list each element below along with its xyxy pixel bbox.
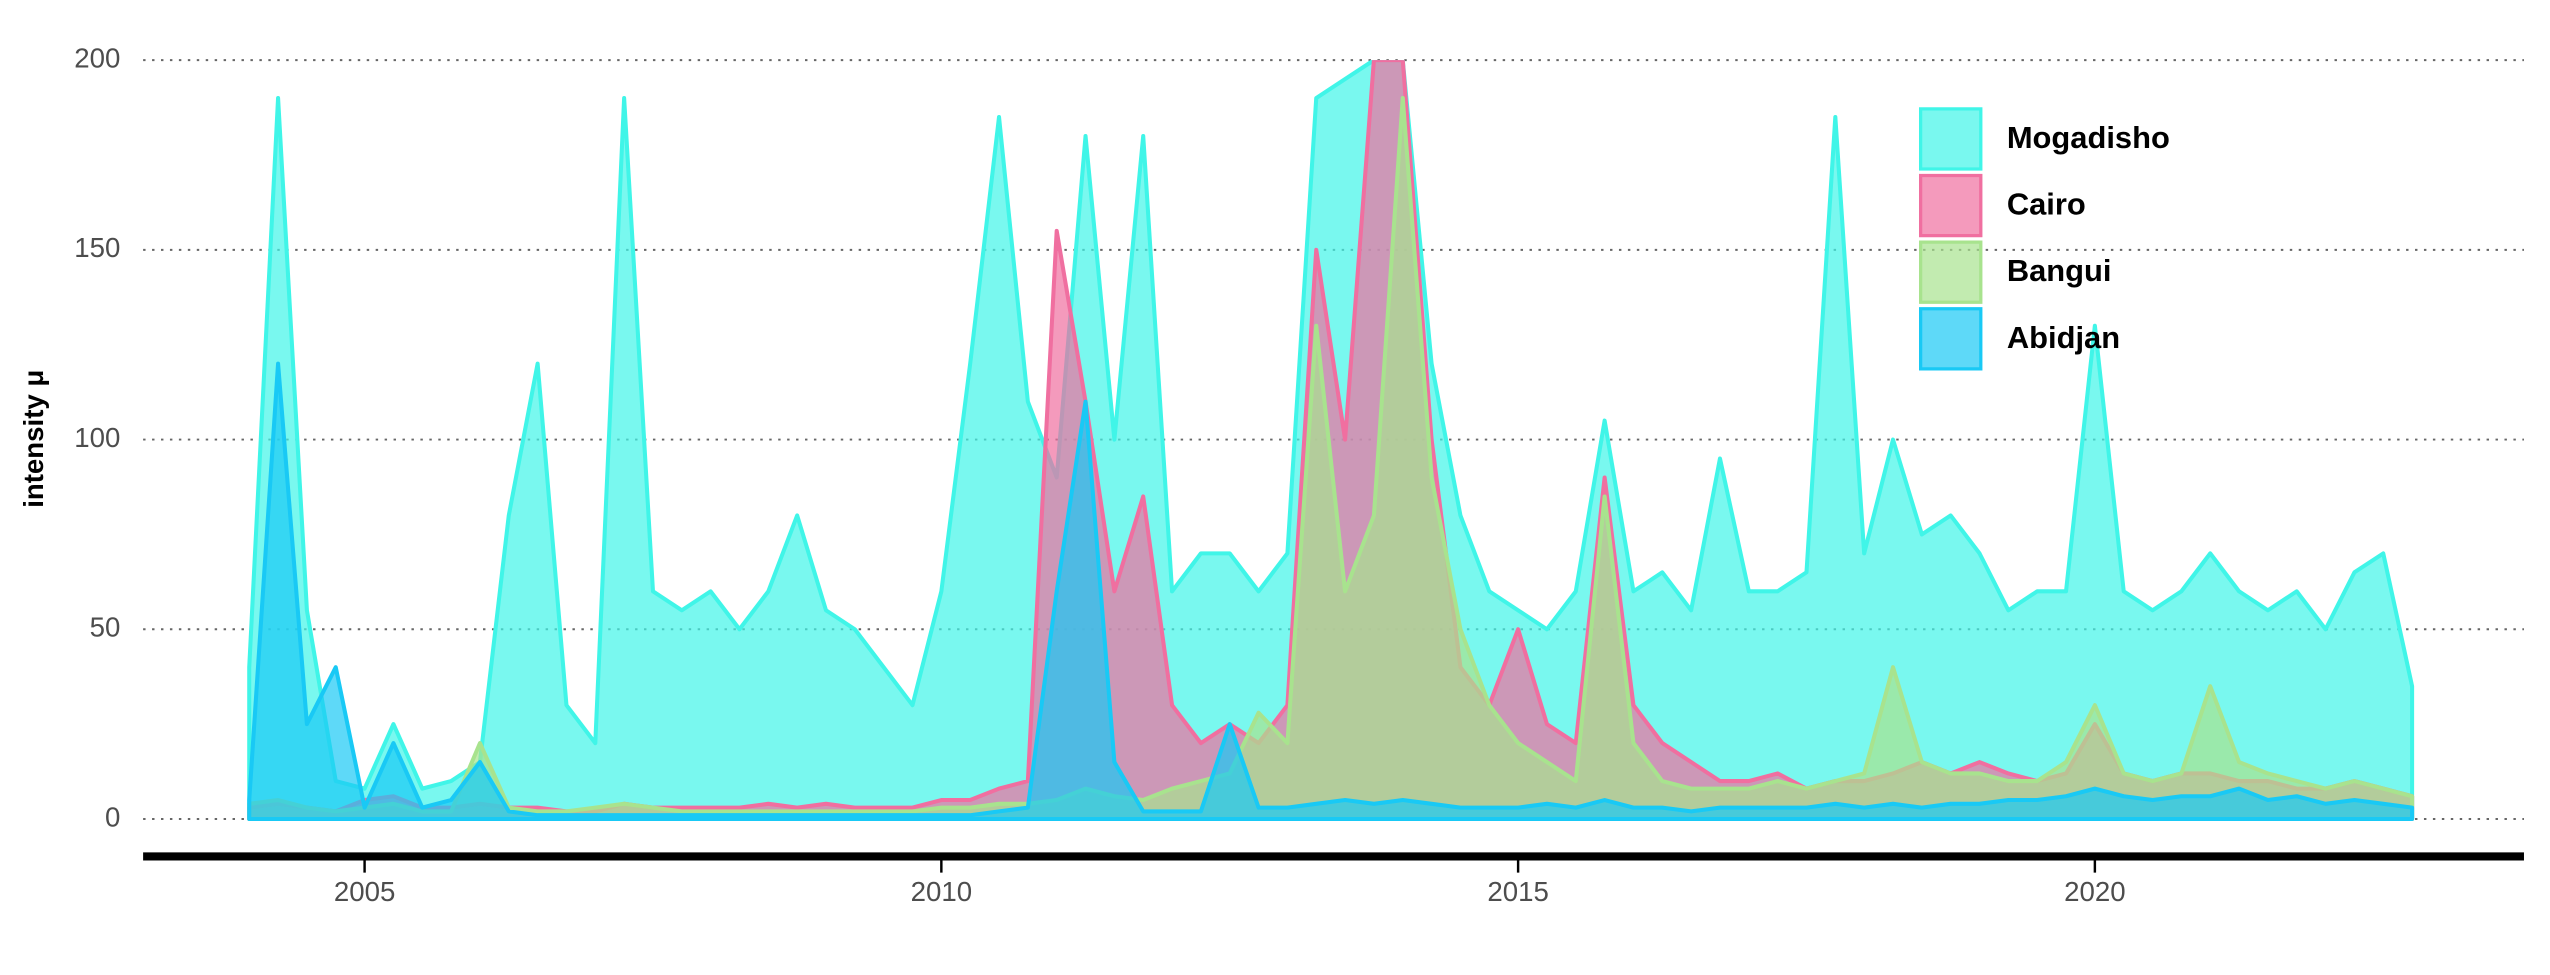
legend-label: Abidjan bbox=[2007, 320, 2120, 355]
legend-key bbox=[1919, 240, 1983, 304]
plot-area bbox=[247, 60, 2415, 822]
legend-label: Mogadisho bbox=[2007, 120, 2170, 155]
area-series bbox=[247, 361, 2415, 822]
legend: Mogadisho Cairo Bangui Abidjan bbox=[1919, 107, 2170, 371]
legend-key bbox=[1919, 107, 1983, 171]
y-tick-label: 200 bbox=[74, 42, 120, 73]
y-tick-label: 50 bbox=[90, 612, 121, 643]
legend-label: Cairo bbox=[2007, 187, 2086, 222]
x-tick-label: 2005 bbox=[334, 876, 395, 907]
x-tick-label: 2020 bbox=[2064, 876, 2125, 907]
x-tick-label: 2010 bbox=[911, 876, 972, 907]
legend-label: Bangui bbox=[2007, 253, 2112, 288]
area-series bbox=[247, 96, 2415, 822]
y-axis-title: intensity μ bbox=[18, 370, 49, 508]
legend-key bbox=[1919, 173, 1983, 238]
x-tick-label: 2015 bbox=[1487, 876, 1548, 907]
legend-key bbox=[1919, 307, 1983, 371]
y-tick-label: 100 bbox=[74, 422, 120, 453]
y-tick-label: 150 bbox=[74, 232, 120, 263]
y-tick-label: 0 bbox=[105, 801, 120, 832]
ticks: 0 50 100 150 200 2005 2010 2015 2020 bbox=[74, 42, 2125, 907]
